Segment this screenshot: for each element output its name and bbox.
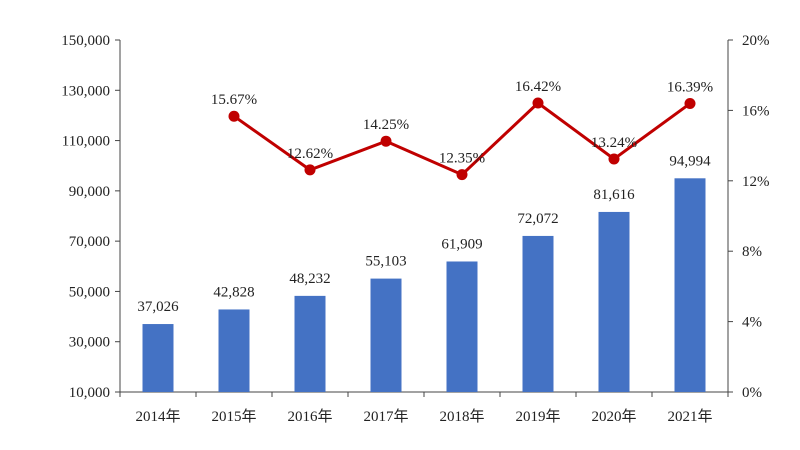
line-value-label: 14.25% xyxy=(363,117,409,133)
y-right-tick-label: 12% xyxy=(742,174,770,190)
y-right-tick-label: 16% xyxy=(742,103,770,119)
bar-value-label: 61,909 xyxy=(441,236,482,252)
bar xyxy=(674,178,706,392)
bar xyxy=(294,295,326,392)
bar xyxy=(142,324,174,392)
bar-value-label: 48,232 xyxy=(289,271,330,287)
x-tick-label: 2018年 xyxy=(439,408,484,425)
line-value-label: 15.67% xyxy=(211,92,257,108)
line-value-label: 12.62% xyxy=(287,146,333,162)
y-left-tick-label: 110,000 xyxy=(62,134,110,150)
y-left-tick-label: 150,000 xyxy=(61,33,110,49)
bar-value-label: 37,026 xyxy=(137,299,179,315)
x-axis-tick-labels: 2014年 2015年 2016年 2017年 2018年 2019年 2020年 2021年 xyxy=(135,408,712,425)
line-value-label: 13.24% xyxy=(591,135,637,151)
y-left-tick-label: 50,000 xyxy=(69,284,110,300)
y-left-tick-label: 30,000 xyxy=(69,335,110,351)
x-tick-label: 2021年 xyxy=(667,408,712,425)
bar-data-labels: 37,026 42,828 48,232 55,103 61,909 72,072 81,6… xyxy=(137,153,711,315)
y-right-tick-label: 4% xyxy=(742,315,762,331)
line-point xyxy=(684,98,696,110)
bar-value-label: 42,828 xyxy=(213,284,254,300)
y-right-tick-label: 0% xyxy=(742,385,762,401)
bar xyxy=(598,211,630,392)
line-point xyxy=(304,164,316,176)
line-point xyxy=(456,169,468,181)
x-tick-label: 2017年 xyxy=(363,408,408,425)
bar xyxy=(522,235,554,392)
y-left-tick-label: 90,000 xyxy=(69,184,110,200)
line-value-label: 16.42% xyxy=(515,79,561,95)
bar-value-label: 94,994 xyxy=(669,153,711,169)
axes: 10,000 30,000 50,000 70,000 90,000 110,000 130… xyxy=(61,33,769,401)
line-point xyxy=(228,110,240,122)
x-tick-label: 2019年 xyxy=(515,408,560,425)
bar xyxy=(218,309,250,392)
y-left-tick-label: 10,000 xyxy=(69,385,110,401)
line-point xyxy=(380,135,392,147)
line-point xyxy=(608,153,620,165)
y-left-tick-label: 70,000 xyxy=(69,234,110,250)
line-value-label: 12.35% xyxy=(439,151,485,167)
y-left-tick-label: 130,000 xyxy=(61,83,110,99)
line-series xyxy=(228,97,696,181)
x-tick-label: 2020年 xyxy=(591,408,636,425)
bar xyxy=(446,261,478,392)
bar-value-label: 55,103 xyxy=(365,254,406,270)
x-tick-label: 2014年 xyxy=(135,408,180,425)
y-right-tick-label: 8% xyxy=(742,244,762,260)
x-tick-label: 2016年 xyxy=(287,408,332,425)
bar-value-label: 72,072 xyxy=(517,211,558,227)
line-point xyxy=(532,97,544,109)
line-data-labels: 15.67% 12.62% 14.25% 12.35% 16.42% 13.24% 16.3… xyxy=(211,79,713,167)
x-tick-label: 2015年 xyxy=(211,408,256,425)
y-right-tick-label: 20% xyxy=(742,33,770,49)
bar xyxy=(370,278,402,392)
line-value-label: 16.39% xyxy=(667,80,713,96)
bar-value-label: 81,616 xyxy=(593,187,635,203)
bar-series xyxy=(142,178,706,392)
